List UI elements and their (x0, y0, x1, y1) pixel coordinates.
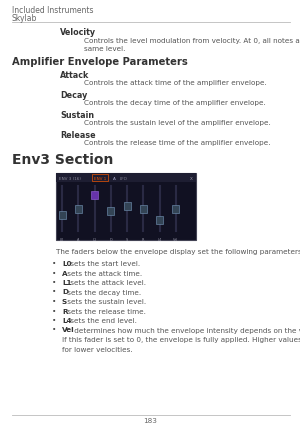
Text: Controls the level modulation from velocity. At 0, all notes are played with the: Controls the level modulation from veloc… (84, 38, 300, 44)
Text: Amplifier Envelope Parameters: Amplifier Envelope Parameters (12, 57, 188, 67)
FancyBboxPatch shape (107, 207, 114, 215)
Text: L0: L0 (60, 238, 64, 242)
Text: ENV 3 (16): ENV 3 (16) (59, 176, 81, 181)
Text: determines how much the envelope intensity depends on the velocity.: determines how much the envelope intensi… (72, 327, 300, 334)
Text: Vel: Vel (173, 238, 178, 242)
FancyBboxPatch shape (172, 204, 179, 212)
Text: Included Instruments: Included Instruments (12, 6, 94, 15)
Text: LFO: LFO (120, 176, 128, 181)
Text: •: • (52, 271, 56, 276)
Text: L1: L1 (92, 238, 97, 242)
Text: Controls the decay time of the amplifier envelope.: Controls the decay time of the amplifier… (84, 100, 266, 106)
Text: A: A (113, 176, 116, 181)
FancyBboxPatch shape (140, 204, 147, 212)
Text: The faders below the envelope display set the following parameters:: The faders below the envelope display se… (56, 249, 300, 255)
Text: sets the decay time.: sets the decay time. (65, 290, 141, 296)
Text: Velocity: Velocity (60, 28, 96, 37)
Text: D: D (110, 238, 112, 242)
Text: sets the release time.: sets the release time. (65, 309, 146, 315)
Text: sets the attack time.: sets the attack time. (65, 271, 142, 276)
Text: Controls the release time of the amplifier envelope.: Controls the release time of the amplifi… (84, 140, 271, 146)
Text: L1: L1 (62, 280, 71, 286)
Text: •: • (52, 299, 56, 305)
Text: S: S (126, 238, 128, 242)
Text: D: D (62, 290, 68, 296)
Text: If this fader is set to 0, the envelope is fully applied. Higher values reduce t: If this fader is set to 0, the envelope … (62, 337, 300, 343)
Text: S: S (62, 299, 67, 305)
Text: same level.: same level. (84, 46, 125, 52)
FancyBboxPatch shape (91, 191, 98, 199)
Text: Controls the sustain level of the amplifier envelope.: Controls the sustain level of the amplif… (84, 120, 271, 126)
Text: sets the attack level.: sets the attack level. (68, 280, 146, 286)
Text: ENV 1: ENV 1 (94, 176, 106, 181)
Text: •: • (52, 280, 56, 286)
Text: Attack: Attack (60, 71, 89, 80)
Text: Decay: Decay (60, 91, 87, 100)
Text: Release: Release (60, 131, 96, 140)
Text: Sustain: Sustain (60, 111, 94, 120)
Text: •: • (52, 309, 56, 315)
Text: x: x (190, 176, 192, 181)
FancyBboxPatch shape (58, 211, 65, 219)
Text: L4: L4 (62, 318, 71, 324)
Text: •: • (52, 261, 56, 267)
Text: R: R (142, 238, 145, 242)
FancyBboxPatch shape (156, 216, 163, 224)
Text: •: • (52, 318, 56, 324)
Text: Skylab: Skylab (12, 14, 38, 23)
Text: 183: 183 (143, 418, 157, 424)
Text: sets the sustain level.: sets the sustain level. (65, 299, 146, 305)
Text: Vel: Vel (62, 327, 75, 334)
Text: A: A (62, 271, 68, 276)
FancyBboxPatch shape (56, 173, 196, 240)
Text: A: A (77, 238, 80, 242)
Text: •: • (52, 290, 56, 296)
Text: R: R (62, 309, 68, 315)
Text: •: • (52, 327, 56, 334)
Text: L0: L0 (62, 261, 71, 267)
FancyBboxPatch shape (56, 173, 196, 182)
Text: for lower velocities.: for lower velocities. (62, 346, 133, 352)
Text: Controls the attack time of the amplifier envelope.: Controls the attack time of the amplifie… (84, 80, 267, 86)
FancyBboxPatch shape (75, 204, 82, 212)
Text: L4: L4 (158, 238, 162, 242)
Text: sets the end level.: sets the end level. (68, 318, 137, 324)
FancyBboxPatch shape (124, 202, 130, 210)
Text: Env3 Section: Env3 Section (12, 153, 113, 167)
Text: sets the start level.: sets the start level. (68, 261, 140, 267)
